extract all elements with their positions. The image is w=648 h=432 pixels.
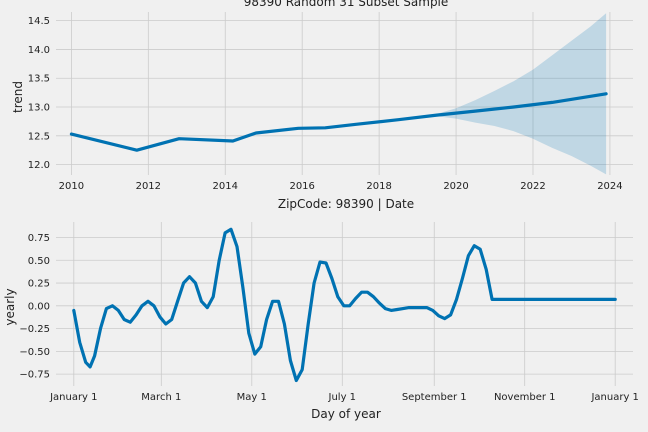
trend-y-tick-label: 13.0: [28, 103, 50, 114]
yearly-y-tick-label: −0.75: [19, 370, 50, 381]
trend-x-tick-label: 2012: [136, 181, 161, 192]
yearly-y-tick-label: 0.00: [28, 301, 50, 312]
trend-x-tick-label: 2022: [520, 181, 545, 192]
yearly-x-tick-label: March 1: [141, 392, 181, 403]
yearly-plot: January 1 March 1 May 1 July 1 September 1 No…: [19, 222, 639, 403]
trend-ylabel: trend: [11, 81, 25, 113]
trend-x-tick-label: 2016: [289, 181, 314, 192]
yearly-x-tick-label: September 1: [402, 392, 467, 403]
trend-plot-area: [56, 12, 633, 175]
trend-x-tick-label: 2014: [213, 181, 238, 192]
yearly-y-tick-label: −0.50: [19, 347, 50, 358]
yearly-y-tick-label: 0.25: [28, 279, 50, 290]
yearly-y-tick-label: 0.75: [28, 233, 50, 244]
chart-title-yearly: ZipCode: 98390 | Date: [278, 197, 414, 211]
trend-y-tick-label: 12.5: [28, 131, 50, 142]
yearly-x-tick-label: May 1: [237, 392, 267, 403]
yearly-x-tick-label: January 1: [49, 392, 97, 403]
yearly-series-line: [72, 227, 617, 383]
trend-x-tick-label: 2010: [59, 181, 84, 192]
trend-y-tick-label: 13.5: [28, 74, 50, 85]
trend-x-tick-label: 2024: [597, 181, 622, 192]
trend-y-tick-label: 14.0: [28, 45, 50, 56]
yearly-xlabel: Day of year: [311, 407, 381, 421]
yearly-ylabel: yearly: [3, 288, 17, 325]
trend-x-tick-label: 2020: [443, 181, 468, 192]
yearly-x-tick-label: July 1: [328, 392, 357, 403]
trend-plot: 2010 2012 2014 2016 2018 2020 2022 2024 12.0 12.5…: [28, 12, 633, 192]
yearly-y-tick-label: 0.50: [28, 256, 50, 267]
chart-title-trend: 98390 Random 31 Subset Sample: [244, 0, 449, 9]
trend-uncertainty-band: [436, 13, 607, 175]
trend-y-tick-label: 12.0: [28, 160, 50, 171]
yearly-x-tick-label: November 1: [494, 392, 556, 403]
trend-series-line: [69, 92, 608, 152]
trend-x-tick-label: 2018: [366, 181, 391, 192]
yearly-x-tick-label: January 1: [590, 392, 638, 403]
yearly-y-tick-label: −0.25: [19, 324, 50, 335]
trend-y-tick-label: 14.5: [28, 16, 50, 27]
